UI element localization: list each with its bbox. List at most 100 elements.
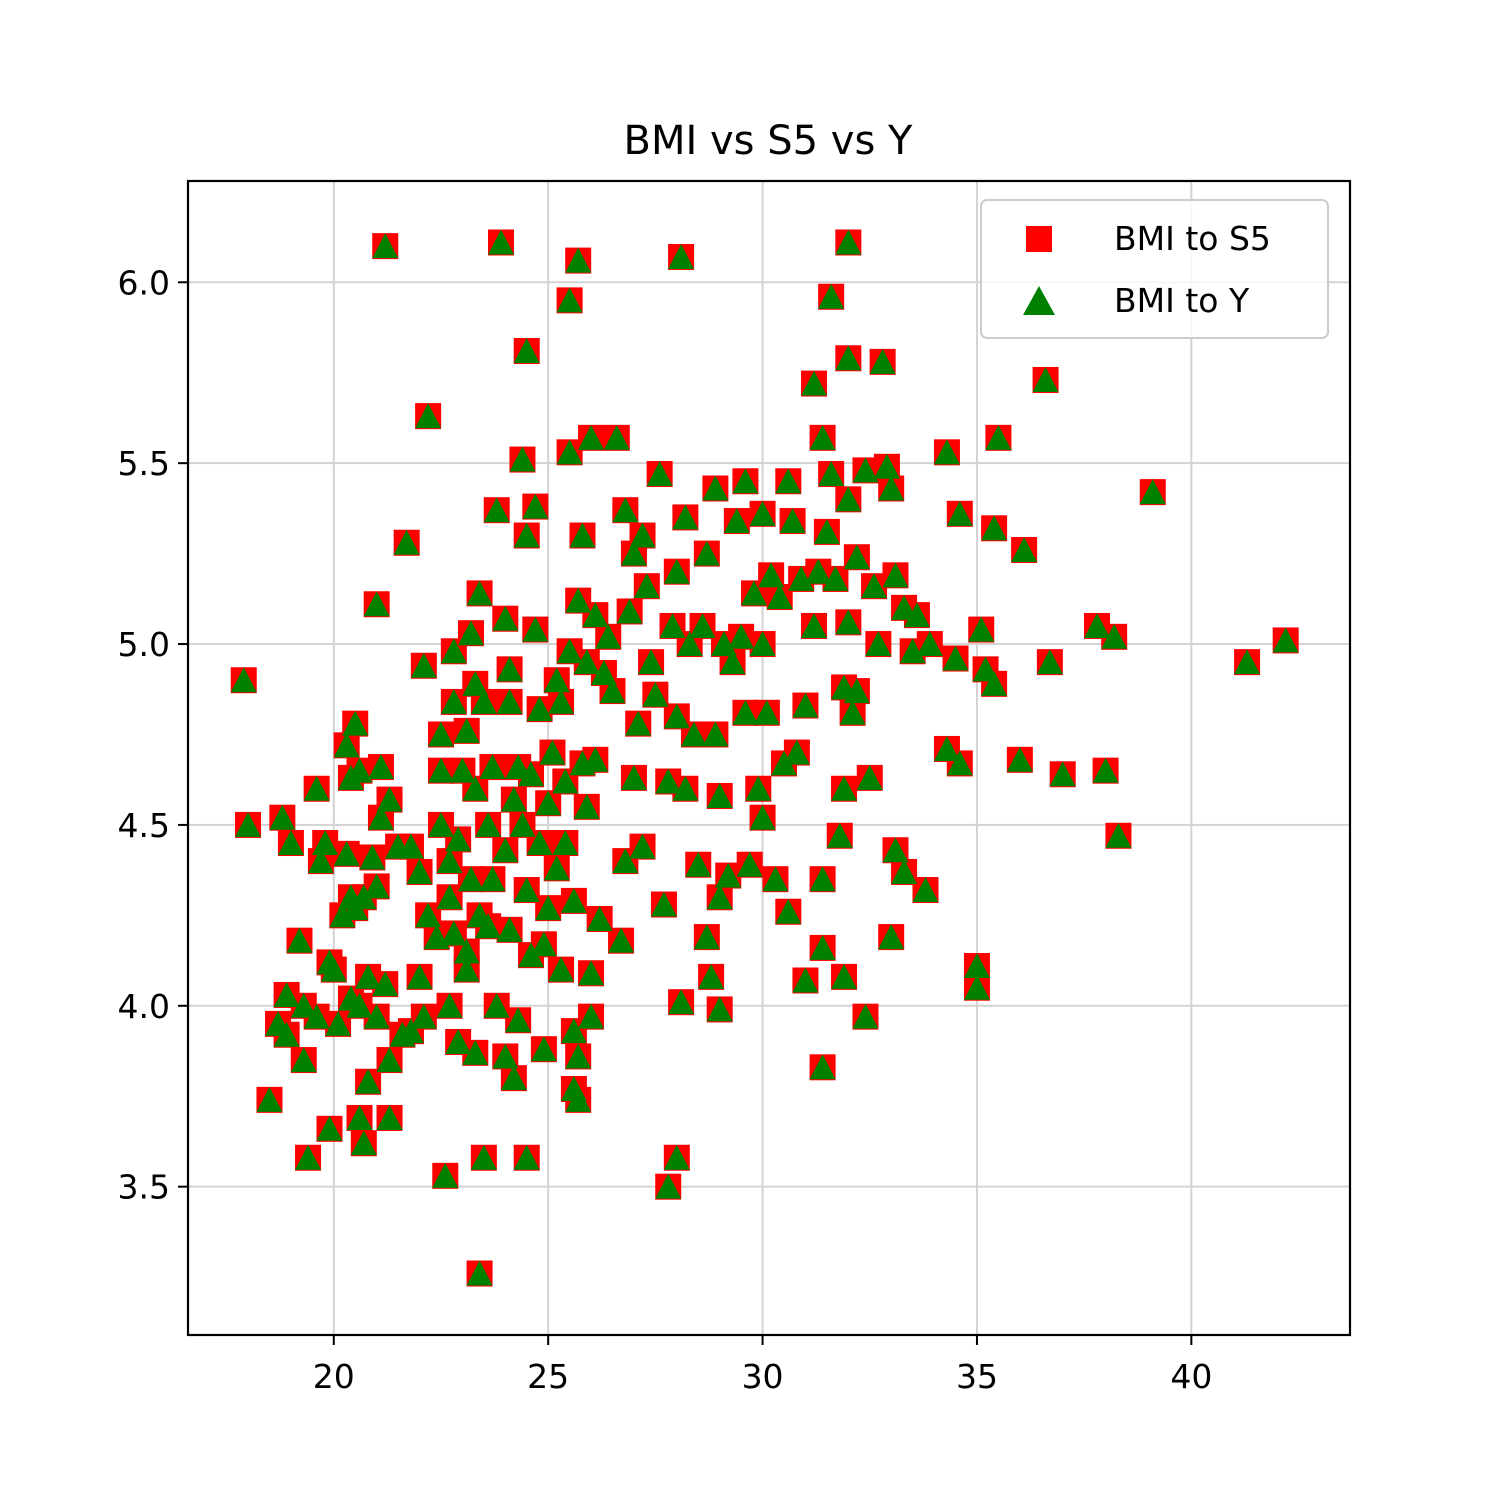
y-point — [835, 609, 862, 635]
y-point — [715, 862, 742, 888]
y-point — [329, 902, 356, 928]
y-point — [518, 761, 545, 787]
plot-frame — [186, 179, 1352, 1337]
y-point — [295, 1144, 322, 1170]
y-point — [891, 594, 918, 620]
y-point — [548, 956, 575, 982]
y-point — [325, 1010, 352, 1036]
y-point — [839, 699, 866, 725]
y-point — [440, 688, 467, 714]
y-point — [882, 562, 909, 588]
y-point — [625, 710, 652, 736]
y-point — [638, 649, 665, 675]
y-point — [865, 631, 892, 657]
y-point — [693, 540, 720, 566]
y-point — [732, 468, 759, 494]
y-point — [710, 631, 737, 657]
y-point — [933, 439, 960, 465]
y-tick-label: 4.5 — [118, 806, 170, 845]
y-tick-label: 6.0 — [118, 263, 170, 302]
x-tick-label: 20 — [313, 1357, 355, 1396]
y-point — [573, 649, 600, 675]
y-point — [736, 851, 763, 877]
y-point — [273, 981, 300, 1007]
y-point — [235, 811, 262, 837]
y-point — [745, 775, 772, 801]
y-point — [603, 424, 630, 450]
y-point — [809, 1054, 836, 1080]
y-point — [548, 688, 575, 714]
y-point — [552, 768, 579, 794]
y-point — [706, 884, 733, 910]
y-point — [462, 775, 489, 801]
y-point — [985, 424, 1012, 450]
y-point — [813, 518, 840, 544]
y-point — [818, 461, 845, 487]
y-point — [758, 562, 785, 588]
y-point — [831, 775, 858, 801]
y-point — [376, 1047, 403, 1073]
y-point — [822, 565, 849, 591]
y-point — [342, 710, 369, 736]
y-point — [513, 877, 540, 903]
y-point — [835, 345, 862, 371]
y-point — [505, 1007, 532, 1033]
y-point — [359, 844, 386, 870]
y-point — [376, 786, 403, 812]
y-point — [569, 522, 596, 548]
y-point — [513, 1144, 540, 1170]
y-point — [852, 1003, 879, 1029]
y-tick-label: 5.5 — [118, 444, 170, 483]
y-point — [852, 457, 879, 483]
y-point — [466, 1260, 493, 1286]
legend-box — [980, 199, 1329, 339]
y-point — [599, 678, 626, 704]
y-point — [500, 786, 527, 812]
y-point — [753, 699, 780, 725]
y-point — [462, 1039, 489, 1065]
y-point — [346, 757, 373, 783]
y-point — [702, 475, 729, 501]
y-point — [483, 497, 510, 523]
y-point — [230, 667, 257, 693]
y-point — [616, 598, 643, 624]
y-point — [363, 591, 390, 617]
y-point — [522, 616, 549, 642]
y-point — [869, 348, 896, 374]
legend-label-s5: BMI to S5 — [1114, 219, 1271, 258]
y-point — [560, 1018, 587, 1044]
y-point — [496, 688, 523, 714]
x-tick-label: 30 — [742, 1357, 784, 1396]
y-point — [560, 887, 587, 913]
y-point — [372, 233, 399, 259]
y-point — [1032, 366, 1059, 392]
y-point — [620, 540, 647, 566]
y-point — [685, 851, 712, 877]
y-point — [350, 884, 377, 910]
legend-triangle-icon — [1023, 286, 1055, 315]
y-point — [668, 243, 695, 269]
y-point — [470, 1144, 497, 1170]
y-point — [526, 830, 553, 856]
y-point — [286, 927, 313, 953]
y-point — [350, 1130, 377, 1156]
y-point — [740, 580, 767, 606]
y-point — [320, 956, 347, 982]
y-point — [513, 338, 540, 364]
legend-label-y: BMI to Y — [1114, 281, 1250, 320]
y-point — [762, 866, 789, 892]
y-point — [801, 612, 828, 638]
y-point — [457, 620, 484, 646]
y-point — [522, 493, 549, 519]
y-point — [505, 754, 532, 780]
y-point — [783, 739, 810, 765]
y-point — [578, 1003, 605, 1029]
y-point — [363, 1003, 390, 1029]
y-point — [492, 605, 519, 631]
y-point — [397, 1018, 424, 1044]
y-point — [578, 424, 605, 450]
y-axis-ticks: 3.5 4.0 4.5 5.0 5.5 6.0 — [118, 263, 188, 1207]
y-point — [556, 638, 583, 664]
y-point — [1084, 612, 1111, 638]
y-point — [445, 1028, 472, 1054]
